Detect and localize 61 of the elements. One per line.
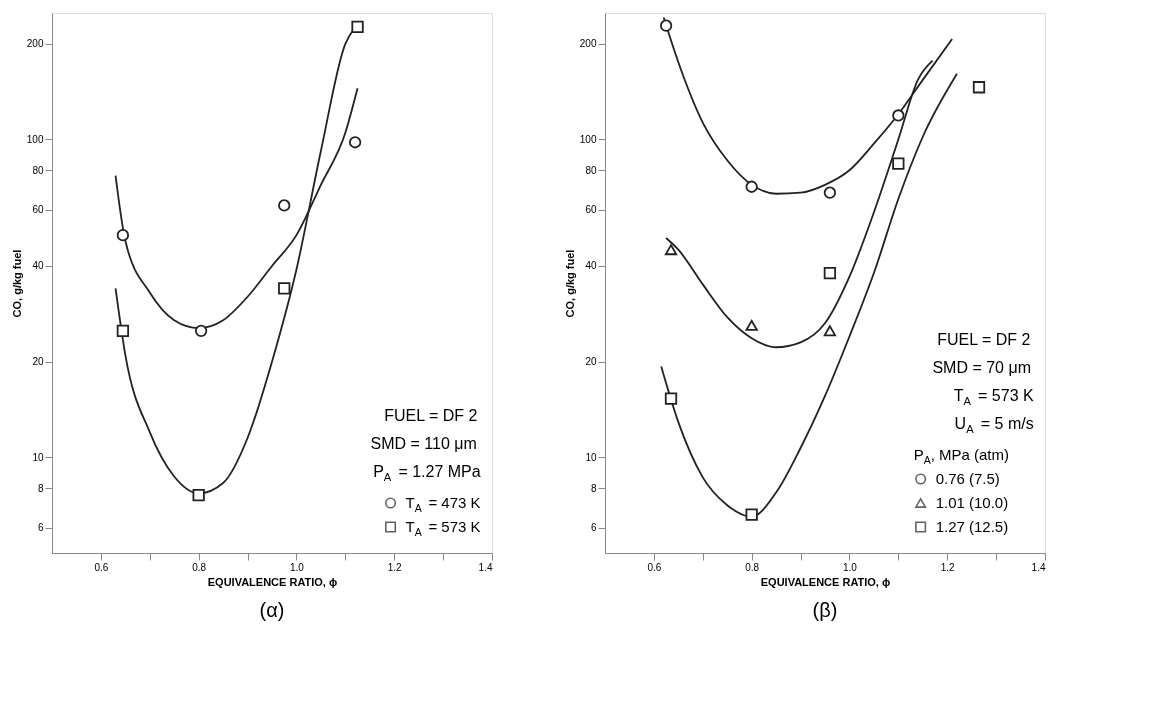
legend-label: 1.27 (12.5): [935, 518, 1009, 535]
point: [892, 157, 905, 170]
point: [116, 229, 130, 242]
point: [278, 282, 291, 295]
annotation: SMD = 110 μm: [370, 435, 477, 452]
y-axis-title: CO, g/kg fuel: [563, 249, 576, 318]
point: [892, 109, 905, 122]
y-tick-label: 6: [590, 522, 597, 534]
point: [348, 136, 362, 149]
x-tick-label: 0.6: [647, 561, 662, 573]
x-tick-label: 1.2: [940, 561, 956, 573]
y-tick-label: 20: [32, 356, 44, 368]
y-tick-label: 80: [585, 164, 597, 176]
y-tick-label: 8: [590, 482, 597, 494]
point: [351, 20, 364, 34]
point: [745, 180, 758, 193]
y-tick-label: 40: [32, 260, 44, 272]
x-axis-title: EQUIVALENCE RATIO, ϕ: [760, 575, 891, 588]
point: [664, 244, 678, 256]
x-tick-label: 1.4: [478, 561, 493, 573]
legend-label: 1.01 (10.0): [935, 494, 1009, 511]
y-tick-label: 100: [579, 133, 597, 145]
y-tick-label: 6: [37, 522, 44, 534]
text: (β): [812, 599, 838, 621]
point: [823, 186, 837, 199]
legend-label: 0.76 (7.5): [935, 470, 1000, 487]
point: [664, 392, 678, 405]
point: [972, 81, 986, 94]
x-tick-label: 0.6: [94, 561, 109, 573]
point: [194, 324, 208, 337]
y-tick-label: 200: [26, 38, 44, 50]
y-tick-label: 60: [32, 204, 44, 216]
x-tick-label: 0.8: [745, 561, 760, 573]
point: [116, 324, 130, 337]
annotation: SMD = 70 μm: [932, 359, 1031, 376]
y-tick-label: 80: [32, 164, 44, 176]
point: [659, 19, 673, 32]
y-tick-label: 100: [26, 133, 44, 145]
x-tick-label: 1.2: [387, 561, 403, 573]
point: [823, 266, 837, 280]
x-tick-label: 0.8: [192, 561, 207, 573]
y-axis-title: CO, g/kg fuel: [10, 249, 23, 318]
x-tick-label: 1.0: [842, 561, 858, 573]
point: [745, 508, 758, 521]
y-tick-label: 60: [585, 204, 597, 216]
text: (α): [259, 599, 285, 621]
y-tick-label: 200: [579, 38, 597, 50]
x-tick-label: 1.4: [1031, 561, 1046, 573]
annotation: FUEL = DF 2: [384, 407, 478, 424]
y-tick-label: 10: [32, 451, 44, 463]
y-tick-label: 8: [37, 482, 44, 494]
point: [192, 489, 205, 502]
annotation: FUEL = DF 2: [937, 331, 1031, 348]
point: [278, 199, 291, 212]
x-tick-label: 1.0: [289, 561, 305, 573]
y-tick-label: 10: [585, 451, 597, 463]
y-tick-label: 40: [585, 260, 597, 272]
point: [745, 319, 758, 331]
x-axis-title: EQUIVALENCE RATIO, ϕ: [207, 575, 338, 588]
point: [823, 325, 837, 337]
y-tick-label: 20: [585, 356, 597, 368]
